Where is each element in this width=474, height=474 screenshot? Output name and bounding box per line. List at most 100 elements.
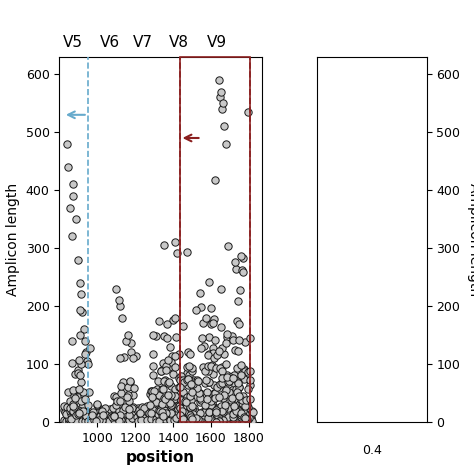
Point <box>193 376 201 384</box>
Point <box>158 416 166 424</box>
Point <box>235 383 243 391</box>
Point <box>169 398 177 406</box>
Point <box>229 374 237 382</box>
Point <box>168 415 176 423</box>
Point <box>75 356 82 364</box>
Point <box>156 408 164 415</box>
Point <box>134 410 142 418</box>
Point <box>188 365 196 372</box>
Point <box>85 388 92 396</box>
Point <box>221 401 229 409</box>
Point <box>162 404 170 411</box>
Point <box>213 418 220 425</box>
Point <box>195 389 203 396</box>
Point <box>180 415 187 422</box>
Point <box>159 360 167 367</box>
Point <box>173 333 180 341</box>
Point <box>65 416 73 424</box>
Point <box>110 418 118 425</box>
Point <box>118 403 125 411</box>
Point <box>203 389 211 396</box>
Point <box>214 404 222 411</box>
Point <box>237 409 245 417</box>
Point <box>171 392 179 400</box>
Point <box>62 417 70 424</box>
Point <box>205 409 213 416</box>
Point <box>64 416 72 423</box>
Y-axis label: Amplicon length: Amplicon length <box>6 183 20 296</box>
Point <box>131 418 139 425</box>
Point <box>68 233 75 240</box>
Point <box>175 413 182 420</box>
Point <box>188 413 195 420</box>
Point <box>168 407 175 415</box>
Point <box>190 380 197 388</box>
Point <box>219 407 226 415</box>
Point <box>212 336 219 344</box>
Point <box>237 252 245 260</box>
Point <box>230 395 238 402</box>
Point <box>229 415 237 422</box>
Y-axis label: Amplicon length: Amplicon length <box>467 183 474 296</box>
Point <box>77 291 85 298</box>
Point <box>179 417 187 425</box>
Point <box>156 394 164 402</box>
Point <box>197 394 204 402</box>
Point <box>157 367 165 375</box>
Point <box>161 411 169 419</box>
Point <box>75 416 83 423</box>
Point <box>237 411 245 419</box>
Point <box>87 418 95 426</box>
Point <box>164 414 172 422</box>
Point <box>106 418 114 426</box>
Point <box>218 363 226 371</box>
Point <box>130 415 137 422</box>
Point <box>152 418 159 426</box>
Point <box>93 418 101 426</box>
Point <box>78 308 86 316</box>
Point <box>225 416 232 424</box>
Point <box>87 418 94 426</box>
Point <box>87 416 95 424</box>
Point <box>161 403 169 410</box>
Point <box>245 416 253 423</box>
Point <box>204 367 211 374</box>
Point <box>73 411 80 419</box>
Point <box>146 415 154 423</box>
Point <box>93 417 100 425</box>
Point <box>208 392 215 399</box>
Point <box>170 417 178 424</box>
Point <box>209 349 217 357</box>
Point <box>179 418 186 426</box>
Point <box>131 414 139 422</box>
Point <box>131 410 138 418</box>
Point <box>99 407 106 414</box>
Point <box>155 407 163 414</box>
Point <box>163 320 170 328</box>
Point <box>81 414 88 422</box>
Point <box>137 405 145 413</box>
Point <box>129 415 137 423</box>
Point <box>105 411 112 419</box>
Point <box>124 383 132 391</box>
Point <box>179 416 187 423</box>
Point <box>98 417 105 424</box>
Point <box>245 368 252 375</box>
Point <box>139 416 146 423</box>
Point <box>72 412 79 419</box>
Point <box>153 418 161 425</box>
Point <box>62 410 70 418</box>
Point <box>154 416 161 424</box>
Point <box>215 393 222 401</box>
Point <box>69 400 76 408</box>
Point <box>151 401 159 409</box>
Point <box>157 416 164 424</box>
Point <box>152 415 160 422</box>
Point <box>215 408 222 416</box>
Point <box>135 416 142 424</box>
Point <box>239 407 247 415</box>
Point <box>179 408 187 416</box>
Point <box>179 323 186 330</box>
Point <box>72 417 80 424</box>
Point <box>159 417 166 425</box>
